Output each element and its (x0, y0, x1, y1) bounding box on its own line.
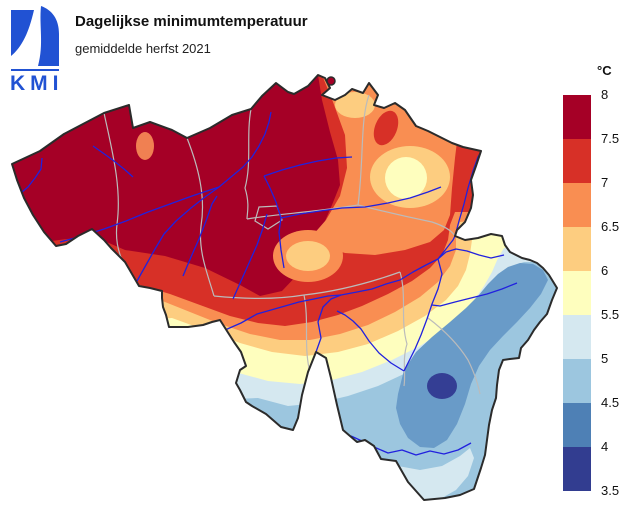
river-maas (315, 151, 482, 353)
legend-tick-label: 7 (601, 175, 609, 190)
legend-blocks (563, 95, 591, 491)
river-canal-nw (92, 145, 134, 178)
river-ijzer (21, 157, 43, 193)
legend-block-6.5–7 (563, 183, 591, 227)
river-nete (263, 156, 353, 177)
page-subtitle: gemiddelde herfst 2021 (75, 41, 211, 56)
legend-tick-label: 8 (601, 87, 609, 102)
river-dender (182, 195, 218, 277)
river-lesse (336, 310, 405, 372)
river-ourthe (403, 258, 443, 372)
river-schelde-lower (218, 111, 272, 188)
legend-block-5.5–6 (563, 271, 591, 315)
river-ambleve (431, 282, 518, 307)
kmi-logo-divider (11, 69, 59, 71)
temp-pocket-limburg (385, 157, 427, 199)
temp-streak-red (373, 110, 399, 146)
legend-block-4–4.5 (563, 403, 591, 447)
legend-block-3.5–4 (563, 447, 591, 491)
legend-tick-label: 5.5 (601, 307, 620, 322)
river-schelde-upper (136, 186, 220, 282)
temperature-field (12, 75, 557, 500)
legend-tick-label: 6 (601, 263, 609, 278)
temp-pocket-hageland (286, 241, 330, 271)
river-demer (280, 186, 442, 219)
country-border (11, 74, 558, 501)
legend-tick-label: 3.5 (601, 483, 620, 498)
enclave-baarle (326, 76, 336, 86)
legend-block-7.5–8 (563, 95, 591, 139)
legend-tick-label: 4.5 (601, 395, 620, 410)
legend-tick-label: 6.5 (601, 219, 620, 234)
legend-block-6–6.5 (563, 227, 591, 271)
kmi-logo-right-shape (38, 6, 59, 66)
legend-unit-label: °C (597, 63, 612, 78)
river-sambre (224, 294, 342, 331)
legend-block-5–5.5 (563, 315, 591, 359)
legend-tick-label: 7.5 (601, 131, 620, 146)
legend-tick-label: 5 (601, 351, 609, 366)
kmi-logo: KMI (10, 6, 64, 95)
kmi-logo-text: KMI (10, 72, 64, 95)
legend-block-4.5–5 (563, 359, 591, 403)
legend-tick-label: 4 (601, 439, 609, 454)
temp-band-4-4.5 (396, 263, 548, 448)
river-zenne (232, 213, 268, 300)
temp-spot-west (136, 132, 154, 160)
temp-spot-3.5-4 (427, 373, 457, 399)
legend-ticks: 8 7.5 7 6.5 6 5.5 5 4.5 4 3.5 (601, 87, 637, 498)
page-title: Dagelijkse minimumtemperatuur (75, 13, 308, 30)
legend-block-7–7.5 (563, 139, 591, 183)
river-vesdre (437, 248, 505, 260)
kmi-logo-left-shape (11, 10, 34, 56)
